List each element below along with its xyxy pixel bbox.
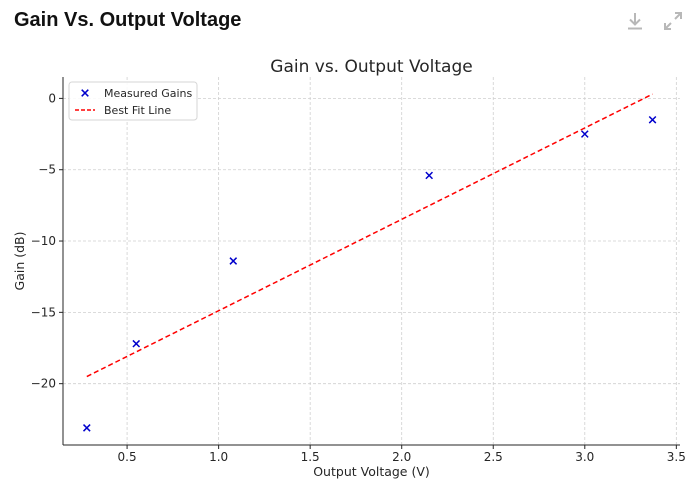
x-axis-label: Output Voltage (V) [313, 464, 430, 479]
x-tick-label: 3.0 [575, 450, 594, 464]
x-tick-label: 0.5 [118, 450, 137, 464]
legend-label: Best Fit Line [104, 104, 171, 117]
legend-marker-swatch [81, 89, 89, 97]
chart-title: Gain vs. Output Voltage [270, 57, 472, 77]
expand-icon[interactable] [662, 10, 684, 32]
data-point-marker [132, 339, 141, 348]
legend-label: Measured Gains [104, 87, 193, 100]
download-icon[interactable] [624, 10, 646, 32]
page-title: Gain Vs. Output Voltage [14, 9, 242, 31]
legend-box [68, 81, 198, 121]
data-point-marker [580, 130, 589, 138]
x-tick-label: 2.0 [392, 450, 411, 464]
x-tick-label: 1.0 [209, 450, 228, 464]
y-tick-label: 0 [48, 91, 56, 105]
y-axis-label: Gain (dB) [12, 232, 27, 291]
y-tick-label: −10 [31, 234, 56, 248]
data-point-marker [82, 424, 91, 432]
y-tick-label: −20 [31, 377, 56, 391]
x-tick-label: 2.5 [484, 450, 503, 464]
y-tick-label: −5 [38, 163, 56, 177]
best-fit-line [86, 93, 653, 378]
x-tick-label: 3.5 [667, 450, 686, 464]
data-point-marker [425, 171, 434, 180]
data-point-marker [229, 257, 238, 265]
header: Gain Vs. Output Voltage [0, 0, 698, 44]
x-tick-label: 1.5 [301, 450, 320, 464]
data-point-marker [648, 115, 657, 124]
y-tick-label: −15 [31, 305, 56, 319]
